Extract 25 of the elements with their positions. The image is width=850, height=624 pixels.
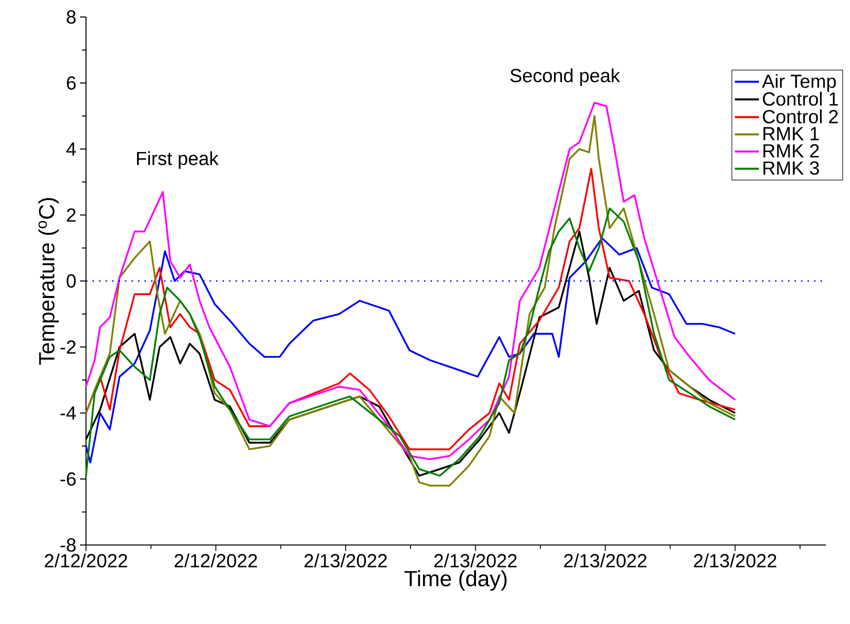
y-tick-label: 4	[66, 142, 76, 156]
annotation: First peak	[137, 151, 219, 169]
annotation: Second peak	[510, 68, 620, 86]
legend-label: RMK 1	[763, 127, 819, 140]
x-tick-label: 2/13/2022	[304, 554, 387, 568]
y-tick-label: 8	[66, 10, 76, 24]
legend-label: RMK 3	[763, 161, 819, 175]
x-axis-title: Time (day)	[404, 570, 507, 591]
legend-label: Control 1	[762, 92, 838, 106]
y-tick-label: -4	[60, 406, 76, 420]
legend-label: RMK 2	[763, 144, 819, 158]
y-tick-label: -8	[60, 538, 76, 552]
x-tick-label: 2/12/2022	[44, 554, 128, 568]
x-tick-label: 2/13/2022	[434, 554, 517, 568]
legend-label: Control 2	[762, 109, 838, 124]
y-tick-label: 2	[66, 208, 76, 222]
y-tick-label: 6	[66, 76, 76, 90]
y-axis-title: Temperature ($^{o}$C)	[38, 198, 59, 365]
x-tick-label: 2/13/2022	[694, 554, 776, 568]
x-tick-label: 2/13/2022	[564, 554, 646, 568]
x-tick-label: 2/12/2022	[174, 554, 257, 568]
legend-label: Air Temp	[762, 74, 836, 92]
y-tick-label: -2	[60, 340, 76, 354]
y-tick-label: 0	[66, 274, 76, 288]
y-tick-label: -6	[60, 472, 76, 486]
